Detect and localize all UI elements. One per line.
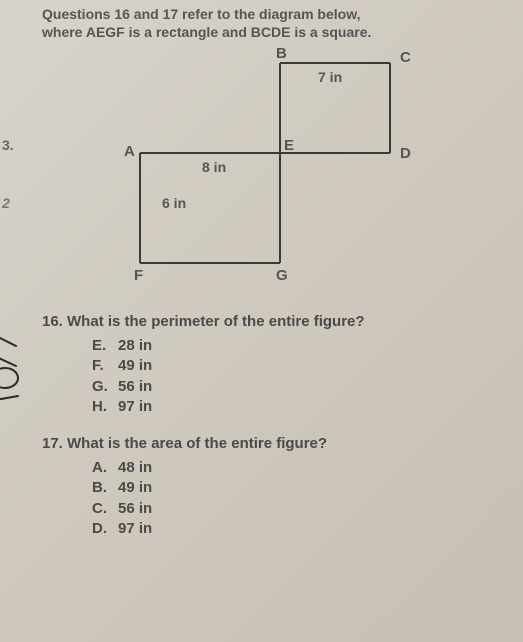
point-d: D xyxy=(400,145,411,162)
q17-choice-d: D.97 in xyxy=(92,519,493,539)
diagram-area: 3. 2 B C A E D F G 7 in 8 in 6 in xyxy=(0,45,523,305)
instructions: Questions 16 and 17 refer to the diagram… xyxy=(0,0,523,45)
q16-choices: E.28 in F.49 in G.56 in H.97 in xyxy=(0,332,523,421)
dim-bc: 7 in xyxy=(318,69,342,85)
q17-choice-a: A.48 in xyxy=(92,458,493,478)
point-a: A xyxy=(124,143,135,160)
choice-letter: E. xyxy=(92,336,118,356)
choice-text: 97 in xyxy=(118,520,152,537)
choice-text: 56 in xyxy=(118,378,152,395)
choice-letter: F. xyxy=(92,356,118,376)
question-16: 16. What is the perimeter of the entire … xyxy=(0,305,523,332)
point-g: G xyxy=(276,267,288,284)
q16-choice-h: H.97 in xyxy=(92,397,493,417)
question-17: 17. What is the area of the entire figur… xyxy=(0,421,523,454)
choice-text: 48 in xyxy=(118,459,152,476)
choice-text: 56 in xyxy=(118,500,152,517)
figure: B C A E D F G 7 in 8 in 6 in xyxy=(120,55,430,285)
point-c: C xyxy=(400,49,411,66)
q16-choice-g: G.56 in xyxy=(92,377,493,397)
q17-number: 17. xyxy=(42,435,63,452)
choice-text: 28 in xyxy=(118,337,152,354)
q17-choice-c: C.56 in xyxy=(92,499,493,519)
choice-letter: C. xyxy=(92,499,118,519)
q16-choice-e: E.28 in xyxy=(92,336,493,356)
q16-choice-f: F.49 in xyxy=(92,356,493,376)
choice-letter: G. xyxy=(92,377,118,397)
choice-text: 97 in xyxy=(118,398,152,415)
figure-svg xyxy=(120,55,430,285)
choice-letter: D. xyxy=(92,519,118,539)
instructions-line1: Questions 16 and 17 refer to the diagram… xyxy=(42,6,360,22)
instructions-line2: where AEGF is a rectangle and BCDE is a … xyxy=(42,24,371,40)
choice-text: 49 in xyxy=(118,357,152,374)
dim-af: 6 in xyxy=(162,195,186,211)
point-e: E xyxy=(284,137,294,154)
q17-text: What is the area of the entire figure? xyxy=(63,435,327,452)
q17-choices: A.48 in B.49 in C.56 in D.97 in xyxy=(0,454,523,543)
point-f: F xyxy=(134,267,143,284)
pencil-marks-q16 xyxy=(0,330,32,416)
margin-number-3: 3. xyxy=(2,137,14,153)
choice-letter: B. xyxy=(92,478,118,498)
choice-text: 49 in xyxy=(118,479,152,496)
q16-number: 16. xyxy=(42,313,63,330)
margin-number-2: 2 xyxy=(2,195,10,211)
choice-letter: H. xyxy=(92,397,118,417)
point-b: B xyxy=(276,45,287,62)
q16-text: What is the perimeter of the entire figu… xyxy=(63,313,365,330)
dim-ae: 8 in xyxy=(202,159,226,175)
q17-choice-b: B.49 in xyxy=(92,478,493,498)
choice-letter: A. xyxy=(92,458,118,478)
